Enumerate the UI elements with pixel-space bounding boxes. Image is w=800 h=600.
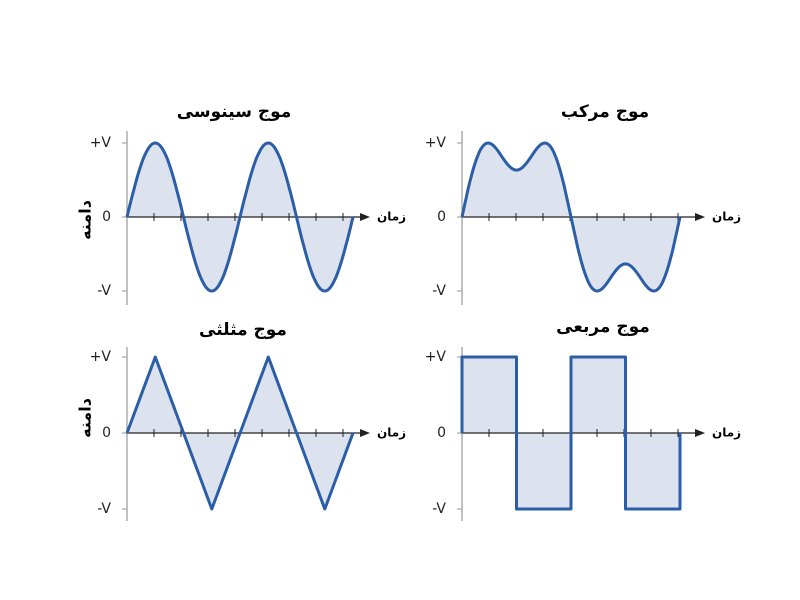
- wave: [125, 141, 355, 293]
- y-tick-label: -V: [97, 501, 111, 517]
- y-tick-label: 0: [437, 425, 446, 441]
- wave: [460, 141, 682, 293]
- x-arrow: [360, 429, 370, 437]
- panel-title: موج مثلثی: [199, 320, 287, 340]
- wave: [125, 355, 355, 511]
- x-arrow: [695, 429, 705, 437]
- panel-title: موج مرکب: [561, 102, 649, 122]
- x-axis-label: زمان: [377, 210, 406, 224]
- y-tick-label: +V: [425, 349, 447, 365]
- panel-title: موج مربعی: [556, 317, 650, 337]
- y-tick-label: +V: [90, 349, 112, 365]
- y-tick-label: +V: [425, 135, 447, 151]
- y-tick-label: -V: [432, 283, 446, 299]
- y-tick-label: -V: [432, 501, 446, 517]
- y-tick-label: -V: [97, 283, 111, 299]
- wave: [460, 355, 682, 511]
- panel-title: موج سینوسی: [177, 102, 292, 122]
- x-axis-label: زمان: [377, 426, 406, 440]
- y-tick-label: 0: [102, 209, 111, 225]
- x-axis-label: زمان: [712, 426, 741, 440]
- y-tick-label: +V: [90, 135, 112, 151]
- x-arrow: [360, 213, 370, 221]
- y-tick-label: 0: [437, 209, 446, 225]
- x-arrow: [695, 213, 705, 221]
- y-axis-label: دامنه: [76, 398, 95, 438]
- y-axis-label: دامنه: [76, 200, 95, 240]
- x-axis-label: زمان: [712, 210, 741, 224]
- y-tick-label: 0: [102, 425, 111, 441]
